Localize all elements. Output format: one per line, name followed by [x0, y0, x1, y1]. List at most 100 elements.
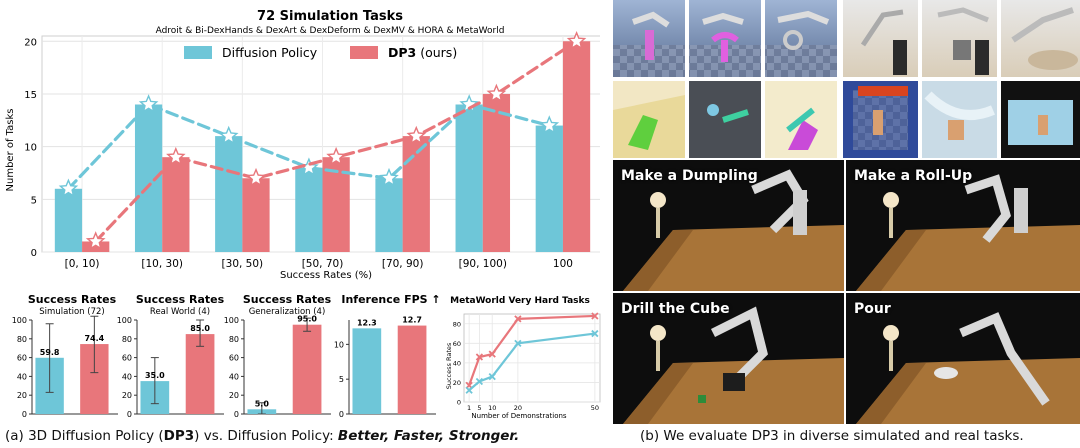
y-tick-label: 80 [17, 335, 27, 344]
legend-swatch-dp [184, 46, 212, 59]
x-tick-label: 20 [514, 404, 522, 412]
photo-pour-scene [846, 293, 1080, 424]
data-point-star [406, 125, 427, 145]
photo-pour: Pour [846, 293, 1080, 424]
y-tick-label: 100 [12, 316, 27, 325]
bar [54, 188, 83, 252]
small-charts: Success Rates Simulation (72) Success Ra… [12, 293, 601, 420]
data-point-star [85, 231, 106, 250]
x-tick-label: [50, 70) [302, 258, 344, 270]
y-tick-label: 20 [17, 391, 27, 400]
data-point-x [514, 315, 522, 323]
data-point-star [326, 146, 346, 166]
y-tick-label: 100 [224, 316, 239, 325]
sim-thumb-dexmv [689, 81, 761, 158]
sim-thumb-dexdeform-1 [922, 81, 997, 158]
sim-thumb-hammer [765, 0, 837, 77]
legend: Diffusion Policy DP3 (ours) [184, 45, 457, 60]
data-label: 12.3 [357, 318, 377, 327]
data-point-x [514, 339, 522, 347]
bar [482, 93, 511, 252]
caption-a-prefix: (a) 3D Diffusion Policy ( [5, 428, 164, 444]
y-tick-label: 0 [234, 410, 239, 419]
y-tick-label: 10 [24, 143, 37, 154]
bar [162, 157, 190, 252]
sub3-subtitle: Generalization (4) [249, 307, 326, 317]
data-point-star [218, 125, 239, 145]
y-tick-label: 0 [22, 410, 27, 419]
y-tick-label: 15 [24, 90, 37, 101]
y-tick-label: 80 [122, 335, 132, 344]
data-point-x [488, 372, 496, 381]
bar [82, 241, 110, 252]
y-tick-label: 60 [122, 354, 132, 363]
bar [352, 328, 382, 414]
bar [134, 104, 163, 252]
y-tick-label: 20 [453, 379, 461, 387]
data-point-x [591, 312, 599, 320]
legend-swatch-dp3 [350, 46, 378, 59]
y-tick-label: 0 [457, 399, 461, 407]
photo-dumpling: Make a Dumpling [613, 160, 844, 291]
y-tick-label: 60 [17, 354, 27, 363]
data-point-star [486, 83, 507, 103]
sim-thumb-pen [613, 0, 685, 77]
series-line [468, 332, 596, 392]
y-tick-label: 40 [453, 359, 461, 367]
bar [295, 167, 323, 252]
bar [455, 104, 483, 252]
sub5-xlabel: Number of Demonstrations [471, 412, 567, 420]
x-tick-label: [10, 30) [141, 258, 183, 270]
x-tick-label: [70, 90) [382, 258, 424, 270]
caption-a-bold: DP3 [163, 428, 195, 444]
data-point-star [566, 30, 587, 50]
x-tick-label: [0, 10) [65, 258, 100, 270]
photo-drill-scene [613, 293, 844, 424]
photo-rollup-scene [846, 160, 1080, 291]
y-tick-label: 100 [117, 316, 132, 325]
sim-thumb-bi-dexhands [843, 81, 918, 158]
series-line [468, 314, 595, 386]
bar [215, 136, 243, 252]
data-label: 35.0 [145, 371, 165, 380]
y-tick-label: 60 [229, 354, 239, 363]
data-point-star [138, 94, 159, 113]
y-tick-label: 0 [339, 410, 344, 419]
data-label: 85.0 [190, 324, 210, 333]
photo-rollup-label: Make a Roll-Up [854, 168, 973, 184]
legend-label-dp3: DP3 (ours) [388, 45, 457, 60]
data-point-x [488, 350, 496, 358]
y-tick-label: 40 [122, 372, 132, 381]
data-point-star [58, 178, 79, 198]
bar [402, 136, 430, 252]
x-tick-label: 10 [488, 404, 496, 412]
sim-thumb-green-bottle [613, 81, 685, 158]
y-tick-label: 20 [122, 391, 132, 400]
x-tick-label: [30, 50) [222, 258, 264, 270]
sim-thumb-dexdeform-2 [1001, 81, 1080, 158]
plot-frame [463, 313, 601, 403]
caption-a-mid: ) vs. Diffusion Policy: [194, 428, 338, 444]
chart-title: 72 Simulation Tasks [257, 9, 403, 24]
sub5-title: MetaWorld Very Hard Tasks [450, 296, 590, 306]
sim-thumb-robot-1 [843, 0, 918, 77]
sub5-ylabel: Success Rates [445, 342, 453, 389]
sim-thumbnails [613, 0, 1080, 158]
bar [185, 334, 215, 414]
sub4-title: Inference FPS ↑ [341, 293, 440, 306]
sub1-subtitle: Simulation (72) [39, 307, 104, 317]
y-tick-label: 80 [453, 320, 461, 328]
sim-thumb-robot-3 [1001, 0, 1080, 77]
photo-dumpling-label: Make a Dumpling [621, 168, 758, 184]
data-point-star [379, 167, 399, 187]
y-tick-label: 0 [31, 248, 37, 259]
legend-label-dp: Diffusion Policy [222, 45, 318, 60]
y-tick-label: 10 [334, 340, 344, 349]
caption-a-italic: Better, Faster, Stronger. [337, 428, 520, 444]
data-point-x [475, 353, 484, 361]
y-tick-label: 40 [229, 372, 239, 381]
data-label: 74.4 [84, 334, 104, 343]
y-tick-label: 20 [24, 37, 37, 48]
y-tick-label: 40 [17, 372, 27, 381]
data-point-x [591, 329, 599, 338]
